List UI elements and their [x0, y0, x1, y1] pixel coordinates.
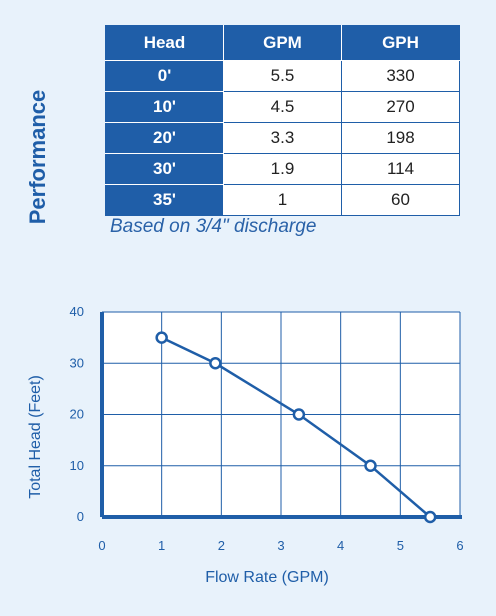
y-axis-label: Total Head (Feet): [27, 375, 44, 499]
discharge-note: Based on 3/4" discharge: [110, 216, 317, 237]
table-row: 10' 4.5 270: [105, 91, 460, 123]
gph-cell: 60: [341, 184, 460, 216]
x-axis-label: Flow Rate (GPM): [205, 569, 329, 586]
x-tick-label: 4: [337, 538, 344, 553]
x-tick-label: 1: [158, 538, 165, 553]
table-header-row: Head GPM GPH: [105, 25, 460, 61]
table-row: 35' 1 60: [105, 184, 460, 216]
head-cell: 20': [105, 122, 224, 154]
data-point: [423, 510, 437, 524]
data-point: [155, 331, 168, 344]
data-points: [155, 331, 437, 524]
data-point: [292, 408, 306, 421]
x-tick-label: 0: [98, 538, 105, 553]
grid-lines: [102, 311, 461, 517]
y-tick-label: 20: [70, 407, 84, 422]
gpm-cell: 1.9: [223, 153, 342, 185]
performance-table: Head GPM GPH 0' 5.5 330 10' 4.5 270 20' …: [105, 25, 460, 216]
y-tick-label: 10: [70, 458, 84, 473]
y-tick-label: 0: [77, 509, 84, 524]
gph-cell: 330: [341, 60, 460, 92]
axes: [100, 312, 462, 519]
table-row: 30' 1.9 114: [105, 153, 460, 185]
tick-labels: 0 1 2 3 4 5 6 0 10 20 30 40: [70, 304, 464, 553]
data-point: [364, 459, 377, 472]
gpm-cell: 3.3: [223, 122, 342, 154]
y-tick-label: 30: [70, 355, 84, 370]
head-cell: 0': [105, 60, 224, 92]
data-point: [209, 357, 222, 370]
gph-cell: 270: [341, 91, 460, 123]
head-cell: 10': [105, 91, 224, 123]
table-row: 0' 5.5 330: [105, 60, 460, 92]
gpm-cell: 4.5: [223, 91, 342, 123]
gpm-cell: 5.5: [223, 60, 342, 92]
gpm-cell: 1: [223, 184, 342, 216]
x-tick-label: 2: [218, 538, 225, 553]
gph-cell: 114: [341, 153, 460, 185]
x-tick-label: 5: [397, 538, 404, 553]
y-tick-label: 40: [70, 304, 84, 319]
table-row: 20' 3.3 198: [105, 122, 460, 154]
x-tick-label: 3: [277, 538, 284, 553]
x-tick-label: 6: [456, 538, 463, 553]
head-cell: 30': [105, 153, 224, 185]
column-header-head: Head: [105, 25, 224, 61]
